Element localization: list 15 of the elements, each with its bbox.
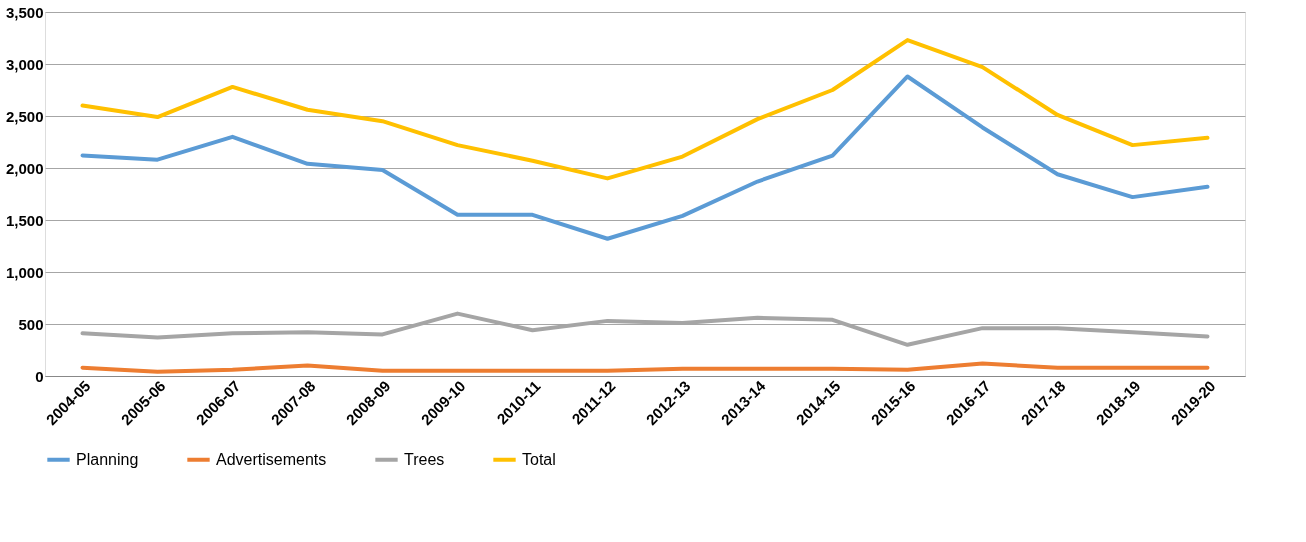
- line-series: [80, 361, 1210, 374]
- y-tick-label: 1,500: [5, 211, 44, 229]
- y-tick-label: 3,000: [5, 55, 44, 73]
- y-tick-label: 500: [18, 315, 44, 333]
- legend-label: Trees: [404, 450, 445, 468]
- legend-label: Advertisements: [216, 450, 327, 468]
- y-tick-label: 2,000: [5, 159, 44, 177]
- line-series: [80, 38, 1210, 181]
- y-tick-label: 0: [35, 367, 44, 385]
- line-series: [80, 74, 1210, 241]
- legend-label: Total: [522, 450, 556, 468]
- y-tick-label: 1,000: [5, 263, 44, 281]
- y-tick-label: 3,500: [5, 3, 44, 21]
- y-tick-label: 2,500: [5, 107, 44, 125]
- legend-label: Planning: [76, 450, 139, 468]
